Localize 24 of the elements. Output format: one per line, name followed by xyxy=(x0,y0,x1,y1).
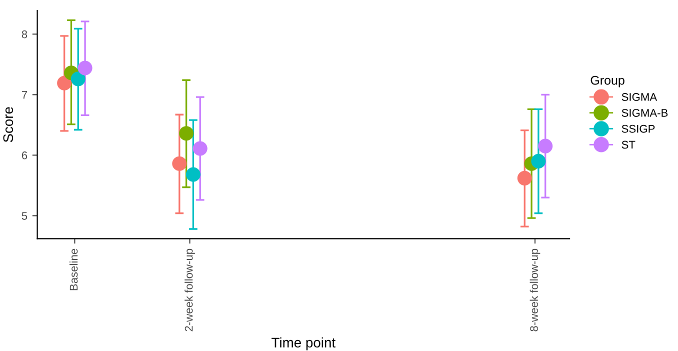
y-tick-label: 6 xyxy=(22,151,28,160)
point xyxy=(192,141,208,156)
point xyxy=(179,126,194,141)
legend-title: Group xyxy=(590,76,624,88)
legend-label: SIGMA xyxy=(622,93,658,101)
x-tick-label: Baseline xyxy=(70,248,78,290)
legend-label: SSIGP xyxy=(622,124,655,133)
point xyxy=(172,156,187,171)
legend-label: SIGMA-B xyxy=(622,108,668,117)
x-tick-label: 8-week follow-up xyxy=(530,248,540,332)
point xyxy=(70,72,86,86)
point xyxy=(538,138,553,154)
x-axis-title: Time point xyxy=(272,337,336,350)
point xyxy=(531,154,546,168)
y-tick-label: 8 xyxy=(22,30,28,38)
point xyxy=(186,167,201,182)
point xyxy=(57,76,72,90)
point xyxy=(517,170,532,186)
y-tick-label: 5 xyxy=(22,212,28,220)
point xyxy=(78,60,92,76)
y-tick-label: 7 xyxy=(22,91,28,99)
x-tick-label: 2-week follow-up xyxy=(184,248,195,332)
y-axis-title: Score xyxy=(3,107,14,142)
legend-label: ST xyxy=(622,140,636,149)
